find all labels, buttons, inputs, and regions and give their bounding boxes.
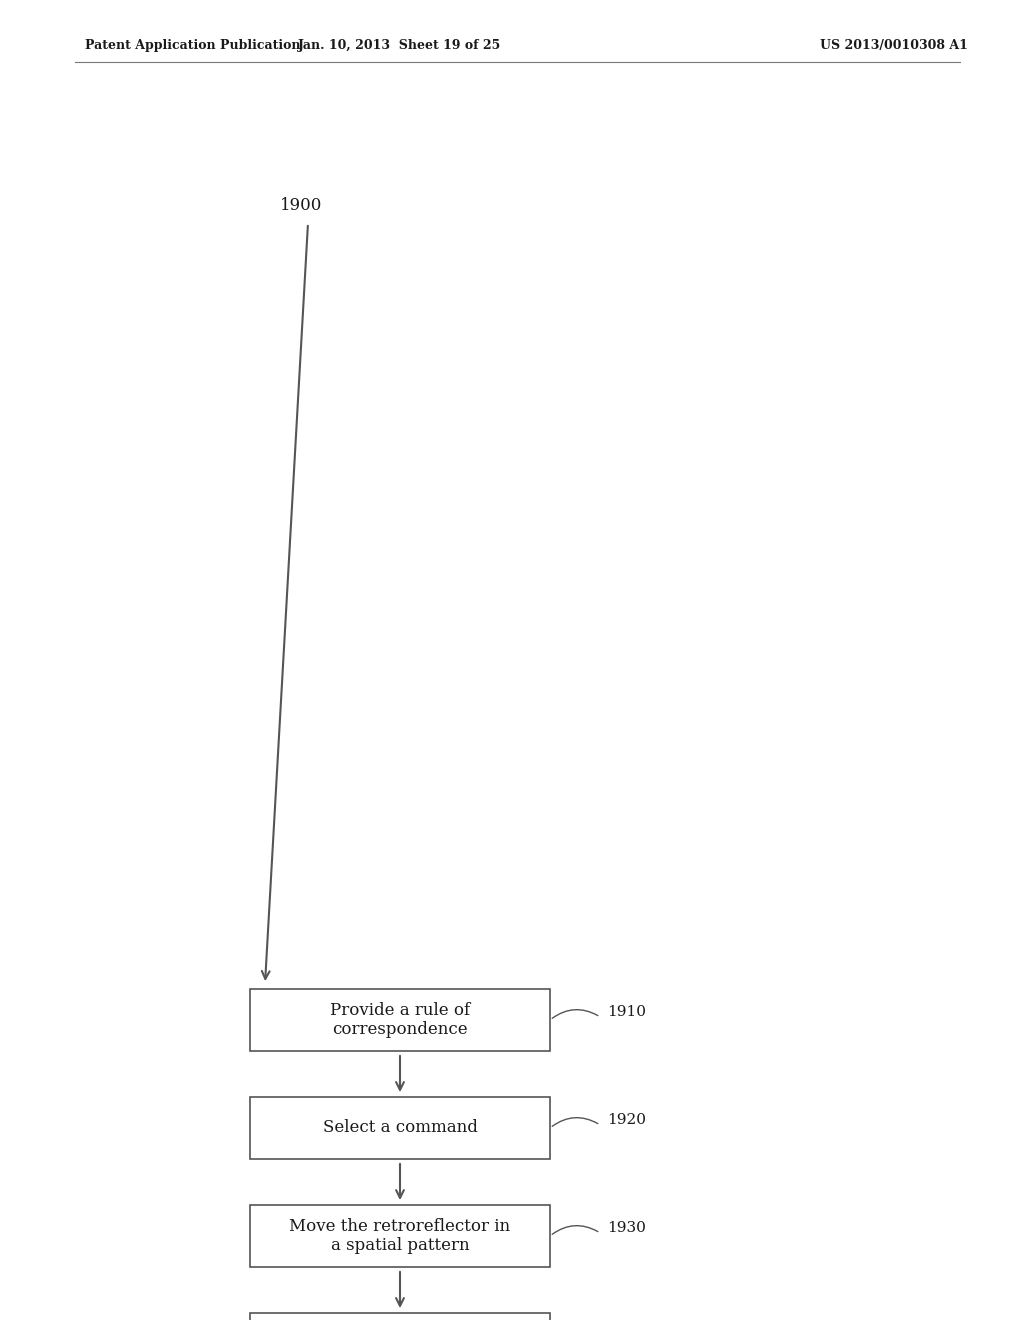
Text: Patent Application Publication: Patent Application Publication (85, 40, 300, 51)
Text: 1900: 1900 (280, 197, 323, 214)
FancyBboxPatch shape (250, 1313, 550, 1320)
Text: US 2013/0010308 A1: US 2013/0010308 A1 (820, 40, 968, 51)
Text: Jan. 10, 2013  Sheet 19 of 25: Jan. 10, 2013 Sheet 19 of 25 (298, 40, 502, 51)
Text: 1930: 1930 (607, 1221, 646, 1236)
Text: 1920: 1920 (607, 1113, 646, 1127)
FancyBboxPatch shape (250, 989, 550, 1051)
Text: 1910: 1910 (607, 1005, 646, 1019)
Text: Move the retroreflector in
a spatial pattern: Move the retroreflector in a spatial pat… (290, 1217, 511, 1254)
Text: Select a command: Select a command (323, 1119, 477, 1137)
Text: Provide a rule of
correspondence: Provide a rule of correspondence (330, 1002, 470, 1039)
FancyBboxPatch shape (250, 1205, 550, 1267)
FancyBboxPatch shape (250, 1097, 550, 1159)
